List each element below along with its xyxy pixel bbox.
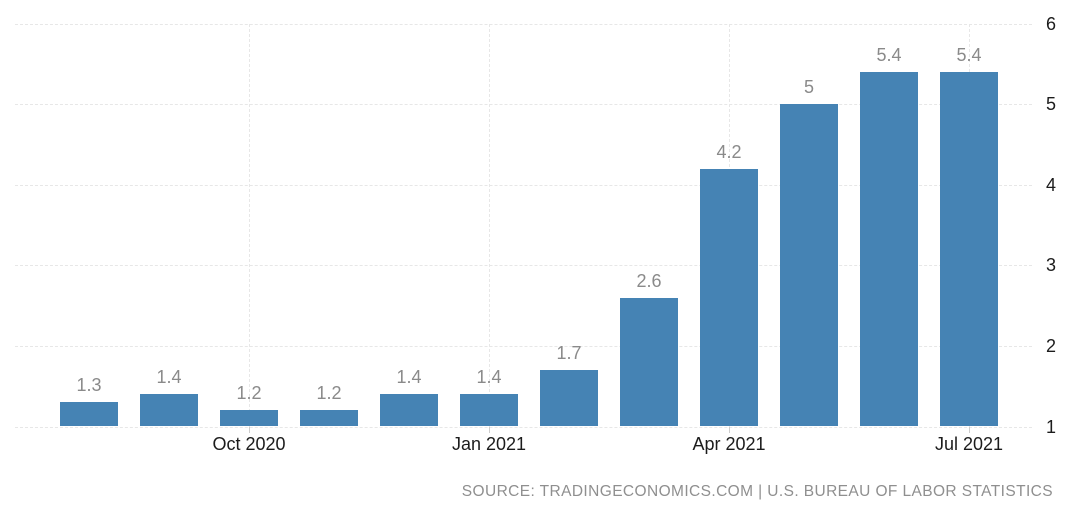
y-gridline <box>15 265 1032 267</box>
y-axis-tick-label: 4 <box>1046 174 1057 195</box>
x-axis-tick <box>489 427 490 433</box>
source-credit: SOURCE: TRADINGECONOMICS.COM | U.S. BURE… <box>461 483 1053 500</box>
bar-value-label: 4.2 <box>716 141 742 162</box>
data-bar[interactable] <box>620 297 678 427</box>
bar-value-label: 1.7 <box>556 343 582 364</box>
x-axis-tick-label: Jan 2021 <box>451 434 527 454</box>
y-gridline <box>15 104 1032 106</box>
bar-value-label: 1.4 <box>156 367 182 388</box>
y-axis-tick-label: 1 <box>1046 416 1057 437</box>
x-axis-tick-label: Apr 2021 <box>692 434 766 454</box>
y-axis-tick-label: 5 <box>1046 94 1057 115</box>
bar-value-label: 2.6 <box>636 270 662 291</box>
y-gridline <box>15 345 1032 347</box>
data-bar[interactable] <box>460 394 518 427</box>
bar-value-label: 1.2 <box>316 383 342 404</box>
bar-value-label: 1.3 <box>76 375 102 396</box>
data-bar[interactable] <box>220 410 278 427</box>
data-bar[interactable] <box>940 71 998 427</box>
y-gridline <box>15 23 1032 25</box>
x-gridline <box>249 23 250 427</box>
y-axis-tick-label: 3 <box>1046 255 1057 276</box>
y-axis-tick-label: 2 <box>1046 335 1057 356</box>
bar-value-label: 1.4 <box>476 367 502 388</box>
x-axis-tick-label: Jul 2021 <box>934 434 1004 454</box>
data-bar[interactable] <box>780 104 838 427</box>
data-bar[interactable] <box>700 168 758 427</box>
x-axis-tick <box>969 427 970 433</box>
y-gridline <box>15 184 1032 186</box>
bar-value-label: 1.4 <box>396 367 422 388</box>
x-axis-tick-label: Oct 2020 <box>212 434 286 454</box>
x-gridline <box>489 23 490 427</box>
y-gridline <box>15 426 1032 428</box>
data-bar[interactable] <box>60 402 118 427</box>
y-axis-tick-label: 6 <box>1046 13 1057 34</box>
data-bar[interactable] <box>860 71 918 427</box>
bar-value-label: 5.4 <box>956 44 982 65</box>
data-bar[interactable] <box>540 370 598 427</box>
x-axis-tick <box>249 427 250 433</box>
x-axis-tick <box>729 427 730 433</box>
bar-value-label: 5.4 <box>876 44 902 65</box>
data-bar[interactable] <box>300 410 358 427</box>
data-bar[interactable] <box>380 394 438 427</box>
bar-value-label: 1.2 <box>236 383 262 404</box>
bar-value-label: 5 <box>803 77 814 98</box>
data-bar[interactable] <box>140 394 198 427</box>
